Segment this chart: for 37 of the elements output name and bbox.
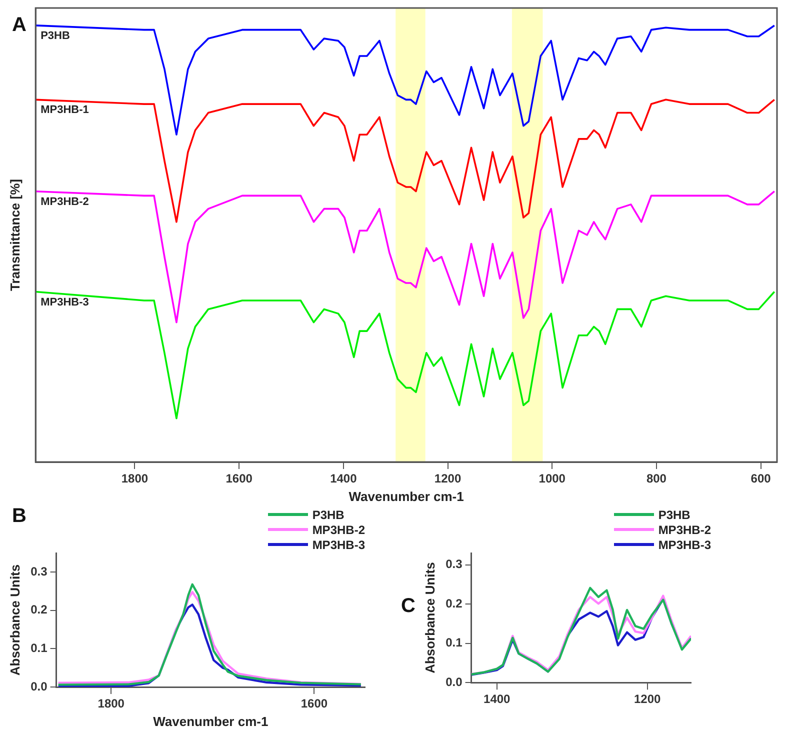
- chart-title: A: [12, 14, 26, 37]
- y-tick-label: 0.3: [30, 564, 48, 578]
- x-tick-label: 1600: [226, 472, 253, 486]
- series-label: MP3HB-3: [40, 296, 89, 308]
- y-tick-label: 0.2: [30, 602, 48, 617]
- y-tick-label: 0.0: [446, 674, 463, 689]
- legend-label: MP3HB-2: [312, 522, 365, 536]
- text: C: [401, 595, 416, 618]
- x-tick-label: 1800: [121, 472, 148, 486]
- x-tick-label: 1200: [434, 472, 462, 486]
- y-axis-title: Absorbance Units: [7, 564, 22, 676]
- legend-label: MP3HB-3: [312, 538, 365, 552]
- y-tick-label: 0.0: [30, 679, 48, 694]
- legend-label: MP3HB-2: [658, 522, 711, 536]
- x-tick-label: 1000: [538, 472, 566, 486]
- y-tick-label: 0.3: [446, 557, 463, 572]
- x-tick-label: 1800: [98, 696, 125, 711]
- x-tick-label: 800: [646, 472, 667, 486]
- x-tick-label: 1400: [330, 472, 358, 486]
- series-label: P3HB: [40, 30, 70, 42]
- y-tick-label: 0.1: [30, 641, 48, 656]
- x-tick-label: 1400: [484, 692, 511, 706]
- x-axis-title: Wavenumber cm-1: [153, 714, 268, 729]
- legend-label: P3HB: [312, 508, 344, 522]
- legend-label: P3HB: [658, 508, 690, 522]
- y-axis-title: Transmittance [%]: [7, 179, 22, 291]
- y-axis-title: Absorbance Units: [422, 562, 438, 674]
- x-tick-label: 600: [750, 472, 772, 486]
- x-tick-label: 1600: [300, 696, 328, 711]
- series-label: MP3HB-2: [40, 196, 89, 208]
- chart-title: B: [12, 505, 26, 528]
- x-axis-title: Wavenumber cm-1: [348, 488, 464, 504]
- y-tick-label: 0.1: [446, 636, 463, 650]
- legend-label: MP3HB-3: [658, 538, 711, 552]
- x-tick-label: 1200: [634, 692, 662, 706]
- y-tick-label: 0.2: [446, 596, 463, 610]
- series-label: MP3HB-1: [40, 104, 89, 116]
